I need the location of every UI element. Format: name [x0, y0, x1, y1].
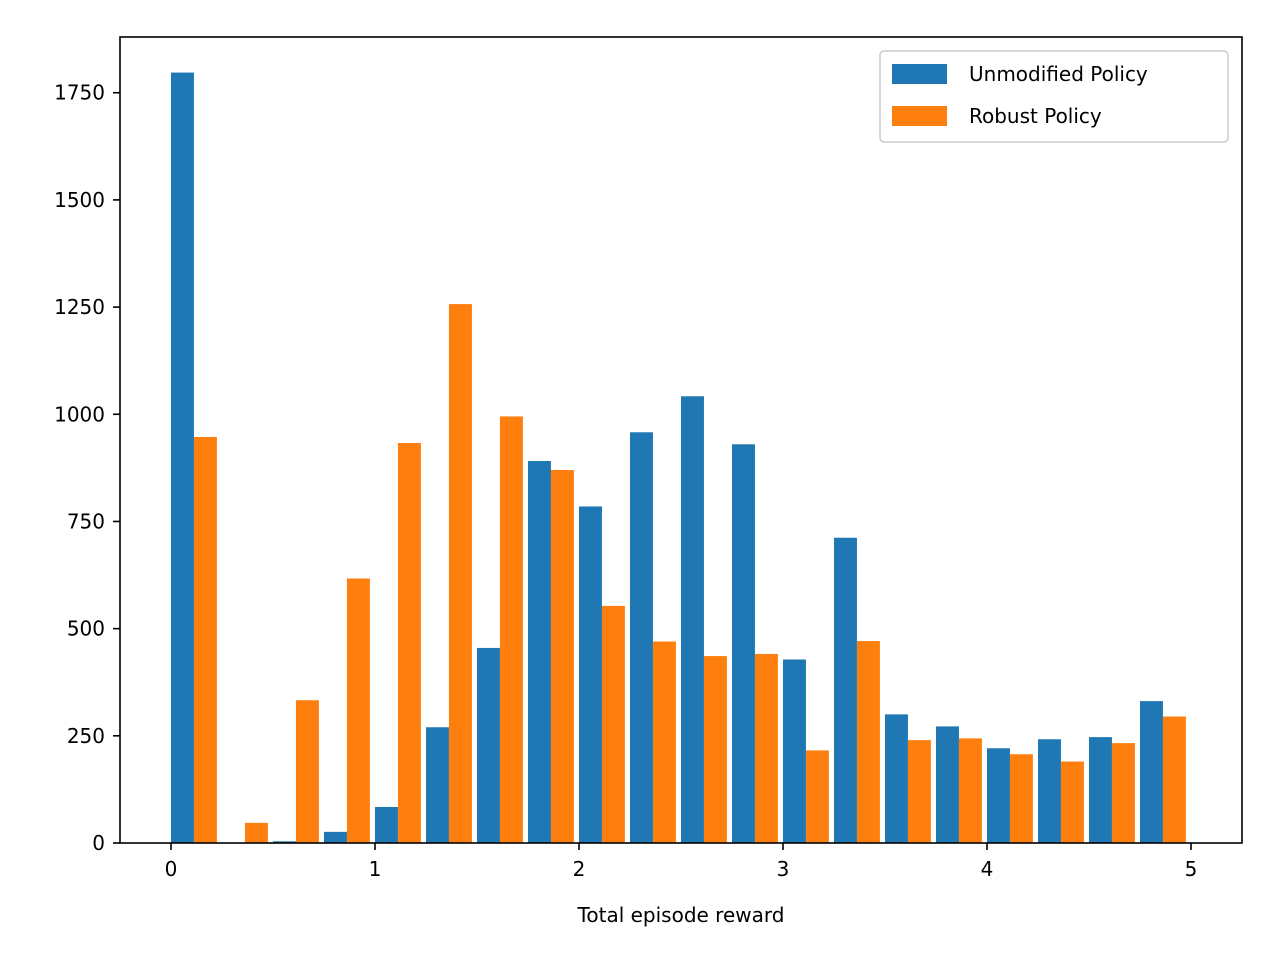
bar-robust-2: [295, 700, 319, 843]
x-axis-title: Total episode reward: [577, 903, 785, 927]
bar-robust-1: [244, 822, 268, 843]
y-axis-ticks: 0 250 500 750 1000 1250 1500 1750: [54, 81, 120, 855]
bar-robust-15: [958, 738, 982, 843]
x-tick-label: 4: [981, 857, 994, 881]
bar-robust-13: [856, 641, 880, 843]
bar-robust-8: [601, 605, 625, 843]
bar-unmodified-0: [171, 72, 194, 843]
y-tick-label: 500: [67, 617, 105, 641]
y-tick-label: 750: [67, 509, 105, 533]
bar-robust-5: [448, 304, 472, 844]
legend-swatch-robust: [892, 106, 947, 126]
x-tick-label: 2: [573, 857, 586, 881]
bar-unmodified-19: [1140, 701, 1163, 843]
bar-unmodified-12: [783, 659, 806, 843]
bar-unmodified-16: [987, 748, 1010, 843]
x-axis-ticks: 0 1 2 3 4 5: [165, 843, 1198, 881]
bar-unmodified-6: [477, 647, 500, 843]
y-tick-label: 250: [67, 724, 105, 748]
bar-robust-17: [1060, 761, 1084, 843]
bar-robust-14: [907, 740, 931, 843]
bar-unmodified-17: [1038, 739, 1061, 843]
bar-robust-10: [703, 656, 727, 843]
bar-unmodified-18: [1089, 737, 1112, 843]
bar-robust-19: [1162, 716, 1186, 843]
bar-robust-12: [805, 750, 829, 843]
y-tick-label: 1750: [54, 81, 105, 105]
bar-robust-18: [1111, 743, 1135, 843]
legend-box: [879, 50, 1229, 143]
bar-unmodified-15: [936, 726, 959, 843]
x-tick-label: 5: [1185, 857, 1198, 881]
x-tick-label: 0: [165, 857, 178, 881]
bar-unmodified-11: [732, 444, 755, 843]
y-tick-label: 1250: [54, 295, 105, 319]
y-tick-label: 1000: [54, 402, 105, 426]
bar-unmodified-8: [579, 506, 602, 843]
bars-group: [171, 72, 1186, 844]
bar-robust-16: [1009, 754, 1033, 843]
bar-robust-4: [397, 443, 421, 843]
legend: Unmodified Policy Robust Policy: [879, 50, 1229, 143]
y-tick-label: 0: [92, 831, 105, 855]
bar-robust-3: [346, 578, 370, 843]
bar-unmodified-13: [834, 537, 857, 843]
bar-unmodified-7: [528, 461, 551, 843]
bar-unmodified-9: [630, 432, 653, 843]
bar-unmodified-4: [375, 806, 398, 843]
bar-unmodified-5: [426, 727, 449, 843]
bar-unmodified-10: [681, 396, 704, 843]
x-tick-label: 1: [369, 857, 382, 881]
bar-robust-11: [754, 653, 778, 843]
plot-frame: [119, 36, 1243, 844]
bar-robust-0: [193, 437, 217, 843]
legend-label-unmodified: Unmodified Policy: [969, 62, 1148, 86]
x-tick-label: 3: [777, 857, 790, 881]
legend-label-robust: Robust Policy: [969, 104, 1102, 128]
bar-unmodified-2: [273, 841, 296, 843]
legend-swatch-unmodified: [892, 64, 947, 84]
y-tick-label: 1500: [54, 188, 105, 212]
bar-robust-9: [652, 641, 676, 843]
bar-robust-6: [499, 416, 523, 843]
bar-robust-7: [550, 470, 574, 843]
bar-unmodified-3: [324, 831, 347, 843]
bar-unmodified-14: [885, 714, 908, 843]
